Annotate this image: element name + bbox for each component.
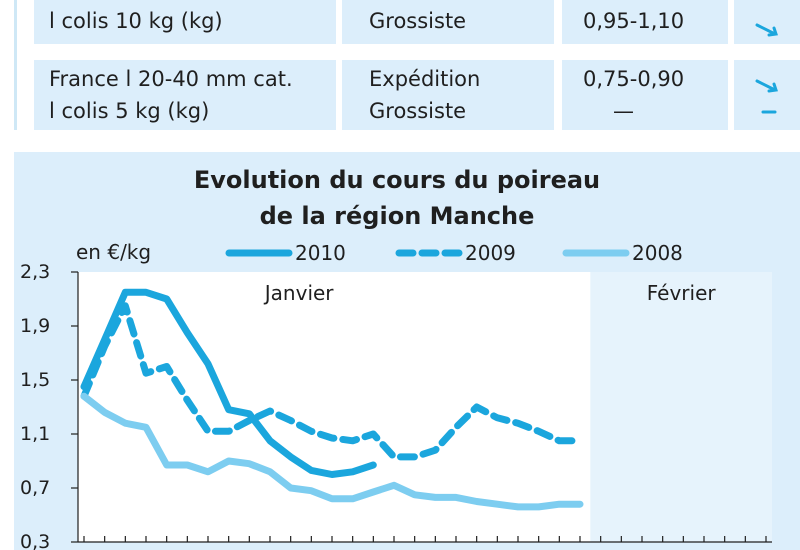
product-label: l colis 10 kg (kg) <box>49 9 223 33</box>
y-tick-label: 1,5 <box>20 369 50 391</box>
price-chart: Evolution du cours du poireau de la régi… <box>20 166 772 550</box>
table-cell <box>342 0 554 44</box>
table-cell <box>734 0 800 44</box>
series-line-2010 <box>80 288 377 478</box>
table-cell <box>734 60 800 130</box>
product-label: France l 20-40 mm cat. <box>49 67 293 91</box>
chart-title-line1: Evolution du cours du poireau <box>194 166 600 194</box>
month-label-janvier: Janvier <box>263 281 335 305</box>
month-label-fevrier: Février <box>647 281 717 305</box>
stage-label: Grossiste <box>369 9 467 33</box>
price-value: 0,75-0,90 <box>583 67 685 91</box>
trend-stable-icon <box>761 110 777 114</box>
x-axis <box>78 536 772 543</box>
table-cell <box>34 60 336 130</box>
legend: 2010 2009 2008 <box>225 241 683 265</box>
series-line-2008 <box>80 392 584 511</box>
trend-down-icon <box>755 23 778 37</box>
y-tick-label: 0,7 <box>20 477 50 499</box>
y-tick-label: 1,9 <box>20 315 50 337</box>
series-line-2009 <box>80 302 584 461</box>
legend-label-2009: 2009 <box>465 241 516 265</box>
price-value: — <box>613 99 634 123</box>
table-cell <box>342 60 554 130</box>
price-table: l colis 10 kg (kg) Grossiste 0,95-1,10 F… <box>14 0 800 130</box>
y-tick-label: 2,3 <box>20 261 50 283</box>
product-label: l colis 5 kg (kg) <box>49 99 210 123</box>
legend-label-2008: 2008 <box>632 241 683 265</box>
chart-panel: Evolution du cours du poireau de la régi… <box>14 152 800 550</box>
table-row: l colis 10 kg (kg) Grossiste 0,95-1,10 <box>17 0 800 44</box>
price-value: 0,95-1,10 <box>583 9 685 33</box>
february-band <box>590 272 772 542</box>
y-tick-label: 0,3 <box>20 531 50 550</box>
table-cell <box>562 0 728 44</box>
table-cell <box>562 60 728 130</box>
table-cell <box>34 0 336 44</box>
table-row: France l 20-40 mm cat. l colis 5 kg (kg)… <box>17 60 800 130</box>
trend-down-icon <box>755 79 778 93</box>
y-tick-label: 1,1 <box>20 423 50 445</box>
y-axis-unit-label: en €/kg <box>76 240 151 264</box>
y-axis: 2,3 1,9 1,5 1,1 0,7 0,3 <box>20 261 79 550</box>
series-lines <box>80 288 584 511</box>
chart-title-line2: de la région Manche <box>260 202 535 230</box>
stage-label: Grossiste <box>369 99 467 123</box>
stage-label: Expédition <box>369 67 481 91</box>
legend-label-2010: 2010 <box>295 241 346 265</box>
